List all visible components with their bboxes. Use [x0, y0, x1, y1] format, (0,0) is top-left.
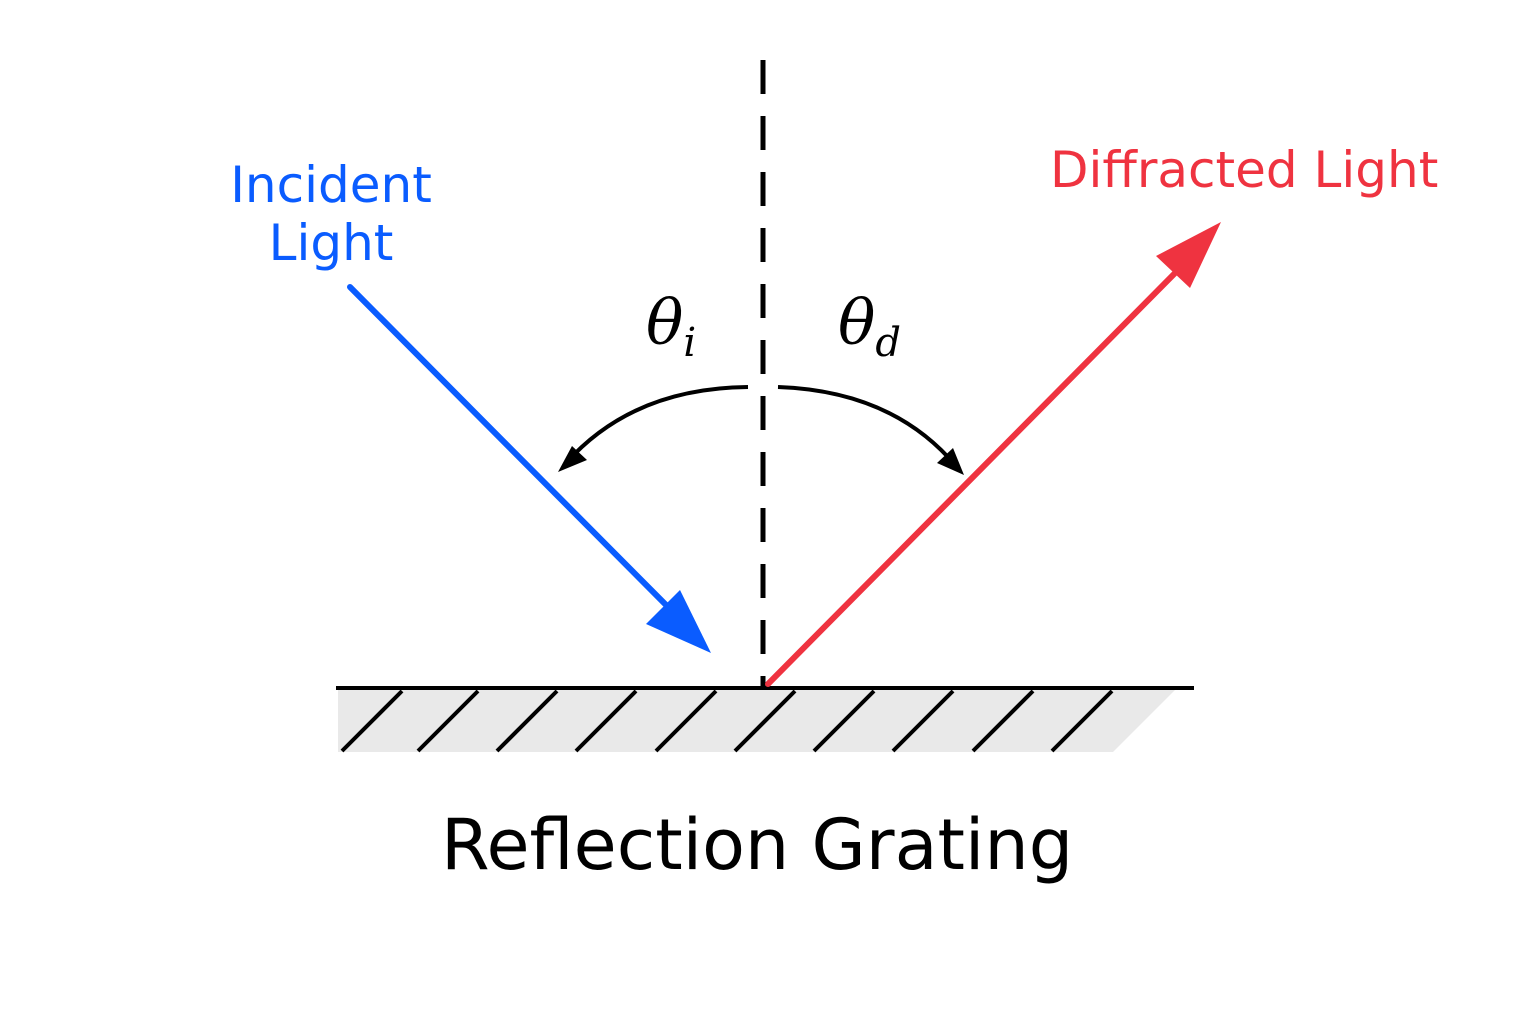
theta-d-label: θd: [838, 292, 901, 366]
hatch-line: [971, 689, 1035, 753]
theta-d-subscript: d: [875, 320, 901, 366]
theta-d-arrowhead: [937, 448, 964, 475]
hatch-line: [495, 689, 559, 753]
theta-i-subscript: i: [683, 320, 697, 366]
incident-label-line2: Light: [268, 214, 394, 272]
incident-label-line1: Incident: [230, 156, 432, 214]
hatch-line: [340, 689, 404, 753]
theta-d-symbol: θ: [838, 286, 876, 359]
reflection-grating-label: Reflection Grating: [441, 804, 1074, 886]
incident-light-label: Incident Light: [226, 156, 436, 272]
theta-i-arc: [564, 385, 749, 465]
incident-arrowhead: [646, 590, 711, 653]
hatch-line: [416, 689, 480, 753]
incident-ray: [347, 284, 681, 620]
hatch-line: [654, 689, 718, 753]
theta-i-symbol: θ: [646, 286, 684, 359]
theta-d-arc: [777, 385, 958, 468]
hatch-line: [812, 689, 876, 753]
hatch-line: [1050, 689, 1114, 753]
hatch-line: [891, 689, 955, 753]
theta-i-label: θi: [646, 292, 697, 366]
diffracted-ray: [765, 261, 1187, 687]
grating-hatching: [340, 689, 1114, 753]
hatch-line: [733, 689, 797, 753]
diffracted-arrowhead: [1156, 222, 1221, 288]
hatch-line: [574, 689, 638, 753]
theta-i-arrowhead: [558, 446, 587, 472]
grating-surface: [338, 689, 1176, 752]
diffracted-light-label: Diffracted Light: [1050, 141, 1439, 199]
